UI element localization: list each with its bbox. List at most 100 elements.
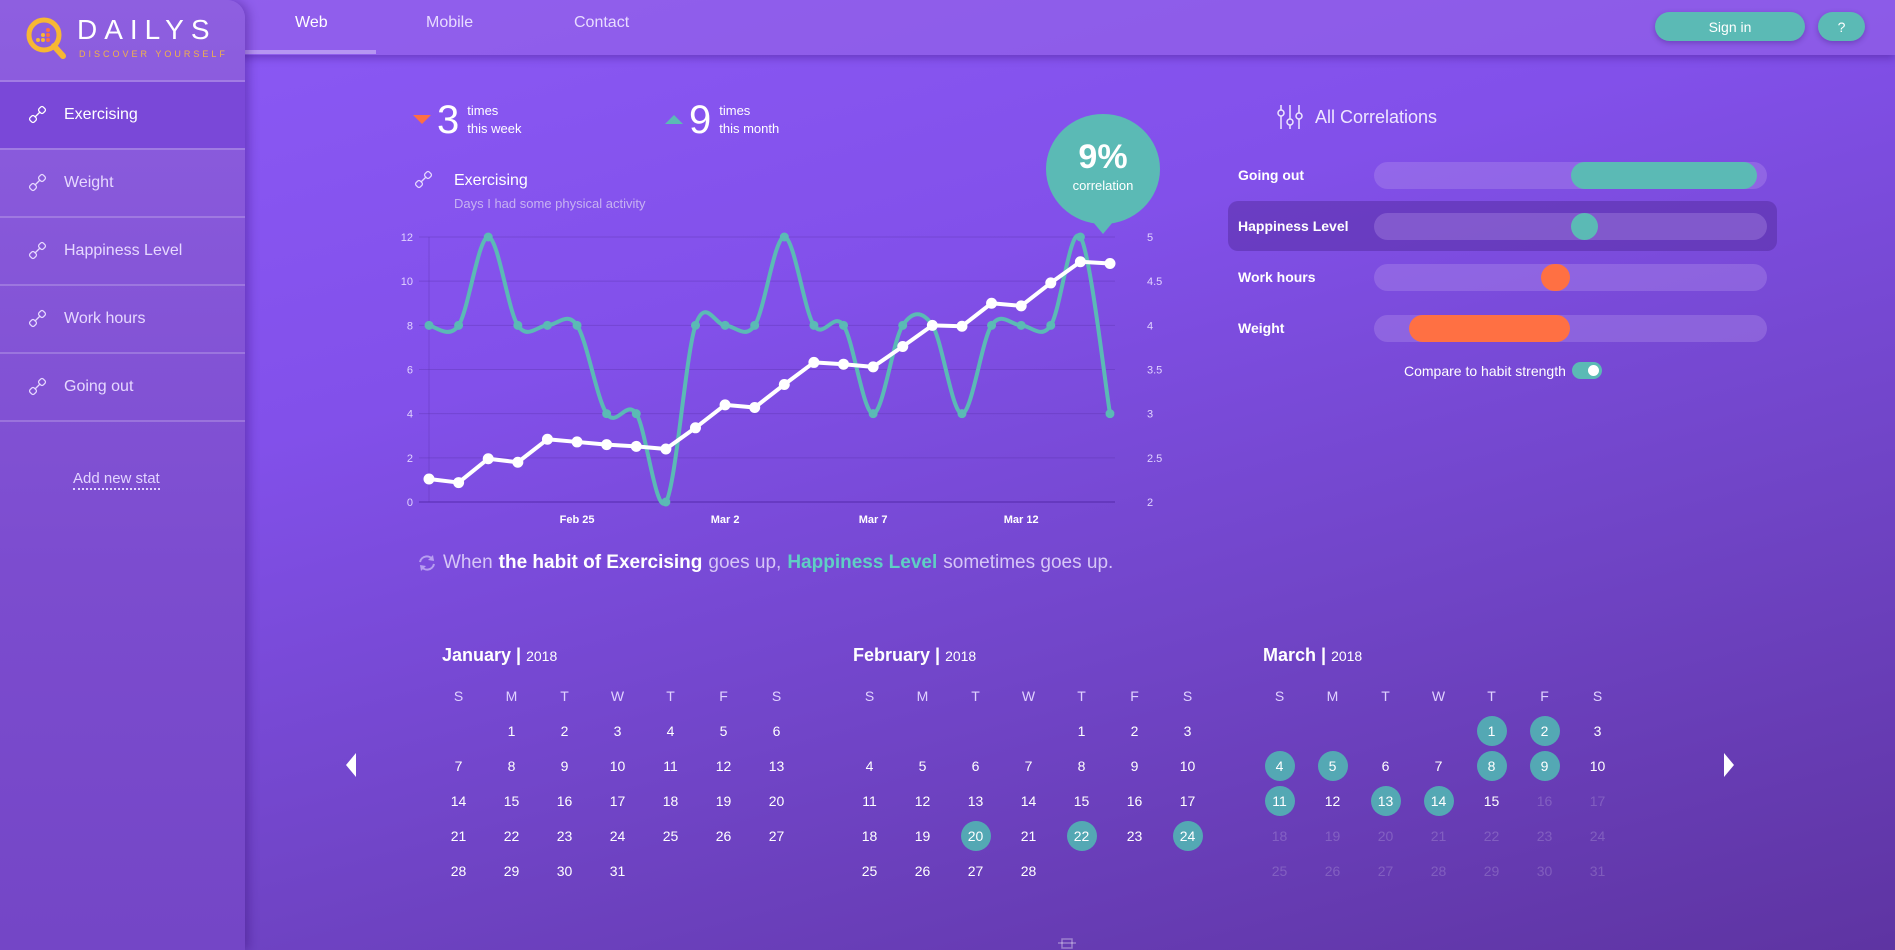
calendar-day[interactable]: 11: [862, 792, 877, 809]
calendar-day[interactable]: 6: [971, 757, 980, 774]
calendar-day[interactable]: 24: [609, 827, 626, 844]
calendar-day[interactable]: 4: [666, 722, 675, 739]
calendar-day[interactable]: 13: [967, 792, 984, 809]
calendar-day[interactable]: 30: [556, 862, 573, 879]
calendar-day[interactable]: 11: [663, 757, 678, 774]
sidebar-item-weight[interactable]: Weight: [0, 150, 245, 216]
calendar-day[interactable]: 21: [450, 827, 467, 844]
previous-month-arrow-icon[interactable]: [342, 750, 358, 780]
calendar-day[interactable]: 14: [1020, 792, 1037, 809]
calendar-day[interactable]: 26: [914, 862, 931, 879]
sidebar-item-exercising[interactable]: Exercising: [0, 82, 245, 148]
calendar-day[interactable]: 7: [1024, 757, 1033, 774]
calendar-day[interactable]: 22: [503, 827, 520, 844]
calendar-day[interactable]: 18: [861, 827, 878, 844]
calendar-day[interactable]: 23: [1126, 827, 1143, 844]
calendar-day[interactable]: 25: [861, 862, 878, 879]
calendar-day[interactable]: 5: [1306, 748, 1359, 783]
calendar-day[interactable]: 28: [1020, 862, 1037, 879]
calendar-day[interactable]: 27: [768, 827, 785, 844]
tab-contact[interactable]: Contact: [574, 14, 630, 31]
calendar-day[interactable]: 1: [507, 722, 516, 739]
correlation-row[interactable]: Work hours: [1228, 252, 1777, 302]
calendar-day[interactable]: 12: [715, 757, 732, 774]
calendar-day[interactable]: 6: [772, 722, 781, 739]
calendar-day[interactable]: 27: [967, 862, 984, 879]
calendar-day[interactable]: 20: [949, 818, 1002, 853]
calendar-day[interactable]: 28: [450, 862, 467, 879]
empty-cell: [1002, 713, 1055, 748]
add-new-stat-link[interactable]: Add new stat: [73, 470, 160, 490]
calendar-day[interactable]: 12: [1324, 792, 1341, 809]
data-point-happiness-level: [956, 320, 968, 332]
calendar-day[interactable]: 6: [1381, 757, 1390, 774]
calendar-day[interactable]: 23: [556, 827, 573, 844]
calendar-day[interactable]: 7: [1434, 757, 1443, 774]
calendar-day[interactable]: 19: [914, 827, 931, 844]
calendar-day[interactable]: 8: [1077, 757, 1086, 774]
calendar-day[interactable]: 3: [1183, 722, 1192, 739]
dumbbell-icon: [414, 170, 433, 189]
calendar-day[interactable]: 10: [609, 757, 626, 774]
compare-toggle[interactable]: [1571, 362, 1602, 379]
tab-mobile[interactable]: Mobile: [426, 14, 474, 31]
correlation-row[interactable]: Happiness Level: [1228, 201, 1777, 251]
calendar-day[interactable]: 14: [450, 792, 467, 809]
calendar-day[interactable]: 9: [1130, 757, 1139, 774]
calendar-day[interactable]: 4: [865, 757, 874, 774]
correlation-row[interactable]: Going out: [1228, 150, 1777, 200]
calendar-day[interactable]: 15: [1483, 792, 1500, 809]
next-month-arrow-icon[interactable]: [1722, 750, 1738, 780]
calendar-day[interactable]: 12: [914, 792, 931, 809]
help-button[interactable]: ?: [1818, 12, 1865, 41]
calendar-day[interactable]: 24: [1161, 818, 1214, 853]
calendar-day[interactable]: 17: [1179, 792, 1196, 809]
calendar-day[interactable]: 19: [715, 792, 732, 809]
tab-web[interactable]: Web: [295, 14, 328, 31]
collapse-handle-icon[interactable]: [1056, 938, 1078, 950]
calendar-day[interactable]: 16: [556, 792, 573, 809]
calendar-day[interactable]: 1: [1465, 713, 1518, 748]
calendar-day[interactable]: 2: [560, 722, 569, 739]
calendar-day[interactable]: 22: [1055, 818, 1108, 853]
correlation-row[interactable]: Weight: [1228, 303, 1777, 353]
calendar-day[interactable]: 5: [719, 722, 728, 739]
sidebar-item-work-hours[interactable]: Work hours: [0, 286, 245, 352]
calendar-day[interactable]: 14: [1412, 783, 1465, 818]
calendar-day[interactable]: 11: [1253, 783, 1306, 818]
sidebar-item-going-out[interactable]: Going out: [0, 354, 245, 420]
calendar-day[interactable]: 25: [662, 827, 679, 844]
dumbbell-icon: [28, 309, 47, 328]
calendar-day[interactable]: 13: [768, 757, 785, 774]
calendar-day[interactable]: 5: [918, 757, 927, 774]
calendar-day[interactable]: 2: [1130, 722, 1139, 739]
calendar-day[interactable]: 3: [613, 722, 622, 739]
calendar-day[interactable]: 9: [1518, 748, 1571, 783]
calendar-day[interactable]: 3: [1593, 722, 1602, 739]
calendar-day[interactable]: 31: [609, 862, 626, 879]
sidebar-item-happiness-level[interactable]: Happiness Level: [0, 218, 245, 284]
calendar-day[interactable]: 17: [609, 792, 626, 809]
calendar-day[interactable]: 18: [662, 792, 679, 809]
calendar-day[interactable]: 15: [1073, 792, 1090, 809]
calendar-day[interactable]: 4: [1253, 748, 1306, 783]
calendar-day[interactable]: 21: [1020, 827, 1037, 844]
left-axis-tick-label: 0: [407, 497, 413, 509]
calendar-day[interactable]: 8: [1465, 748, 1518, 783]
sign-in-button[interactable]: Sign in: [1655, 12, 1805, 41]
calendar-day[interactable]: 29: [503, 862, 520, 879]
calendar-day[interactable]: 7: [454, 757, 463, 774]
calendar-day[interactable]: 8: [507, 757, 516, 774]
calendar-day[interactable]: 26: [715, 827, 732, 844]
calendar-day[interactable]: 1: [1077, 722, 1086, 739]
sentence-target[interactable]: Happiness Level: [787, 552, 938, 573]
logo[interactable]: DAILYS DISCOVER YOURSELF: [25, 14, 235, 66]
calendar-day[interactable]: 9: [560, 757, 569, 774]
calendar-day[interactable]: 10: [1589, 757, 1606, 774]
calendar-day[interactable]: 10: [1179, 757, 1196, 774]
calendar-day[interactable]: 2: [1518, 713, 1571, 748]
calendar-day[interactable]: 20: [768, 792, 785, 809]
calendar-day[interactable]: 16: [1126, 792, 1143, 809]
calendar-day[interactable]: 13: [1359, 783, 1412, 818]
calendar-day[interactable]: 15: [503, 792, 520, 809]
